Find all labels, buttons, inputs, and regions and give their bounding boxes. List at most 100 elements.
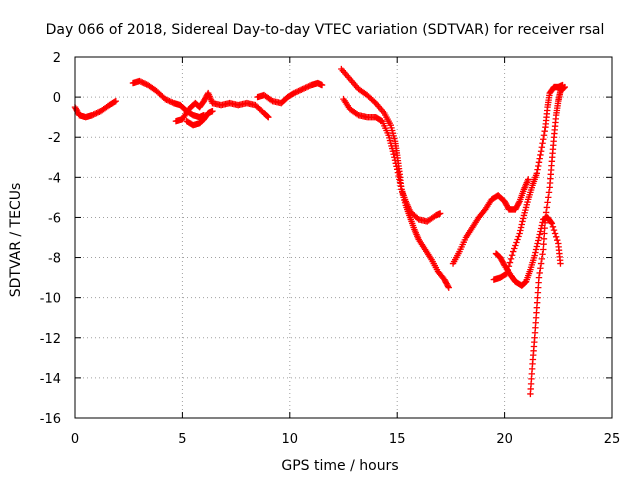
- data-point: [537, 228, 544, 235]
- data-point: [395, 172, 402, 180]
- data-point: [521, 279, 528, 287]
- data-point: [299, 85, 306, 93]
- data-point: [560, 85, 567, 92]
- data-point: [535, 159, 543, 166]
- data-point: [162, 95, 169, 103]
- data-point: [139, 79, 146, 86]
- data-point: [137, 78, 145, 85]
- data-point: [543, 204, 551, 211]
- data-point: [518, 221, 525, 228]
- data-point: [264, 113, 271, 120]
- data-point: [516, 230, 523, 237]
- y-tick-label: -8: [48, 252, 61, 267]
- y-tick-label: -4: [48, 171, 61, 186]
- data-point: [541, 128, 548, 135]
- data-point: [550, 226, 558, 234]
- data-point: [537, 151, 544, 159]
- data-point: [534, 166, 541, 173]
- series-6: [340, 95, 452, 291]
- data-point: [163, 96, 170, 103]
- data-point: [517, 227, 524, 234]
- data-point: [545, 189, 553, 196]
- data-point: [535, 237, 542, 244]
- data-point: [265, 113, 272, 121]
- data-point: [94, 109, 102, 116]
- data-point: [298, 86, 305, 93]
- data-point: [538, 255, 546, 263]
- data-point: [209, 107, 216, 115]
- data-point: [548, 220, 556, 227]
- y-axis-label: SDTVAR / TECUs: [8, 183, 24, 298]
- data-point: [164, 97, 172, 104]
- data-point: [540, 246, 547, 253]
- data-point: [513, 239, 520, 246]
- data-point: [371, 98, 378, 105]
- data-point: [541, 219, 549, 226]
- data-point: [502, 271, 509, 278]
- series-1: [129, 77, 208, 121]
- data-point: [539, 140, 546, 147]
- data-point: [541, 224, 548, 232]
- y-tick-label: -14: [40, 372, 61, 387]
- data-point: [394, 169, 402, 176]
- data-point: [525, 176, 532, 183]
- data-point: [507, 255, 515, 263]
- data-point: [554, 236, 561, 244]
- data-point: [549, 223, 557, 231]
- data-point: [552, 233, 560, 241]
- series-9: [490, 81, 566, 283]
- x-axis-label: GPS time / hours: [281, 458, 398, 474]
- data-point: [535, 162, 542, 170]
- data-point: [303, 83, 311, 91]
- data-point: [540, 235, 548, 243]
- data-point: [544, 199, 551, 206]
- chart-title: Day 066 of 2018, Sidereal Day-to-day VTE…: [46, 22, 605, 38]
- data-point: [536, 155, 543, 162]
- data-point: [531, 252, 538, 259]
- data-point: [166, 97, 173, 105]
- series-0: [71, 97, 120, 121]
- data-point: [353, 110, 361, 118]
- data-marks: [71, 65, 568, 398]
- y-tick-label: 2: [53, 51, 61, 66]
- data-point: [537, 260, 545, 267]
- x-tick-label: 25: [604, 432, 621, 447]
- data-point: [136, 77, 143, 85]
- data-point: [535, 274, 543, 281]
- series-10: [527, 83, 568, 398]
- data-point: [537, 148, 545, 155]
- data-point: [93, 109, 100, 117]
- data-point: [545, 194, 552, 201]
- data-point: [515, 199, 523, 206]
- x-tick-label: 10: [282, 432, 299, 447]
- data-point: [511, 245, 518, 252]
- data-point: [519, 218, 526, 225]
- y-tick-label: -6: [48, 211, 61, 226]
- x-tick-label: 0: [71, 432, 79, 447]
- data-point: [535, 234, 543, 241]
- data-point: [509, 248, 517, 255]
- data-point: [305, 83, 312, 90]
- data-point: [505, 263, 513, 270]
- data-point: [532, 246, 540, 253]
- data-point: [290, 89, 298, 97]
- data-point: [540, 240, 547, 248]
- data-point: [394, 166, 401, 173]
- data-point: [111, 98, 118, 105]
- data-point: [539, 251, 546, 258]
- data-point: [512, 242, 519, 249]
- data-point: [542, 209, 550, 216]
- data-point: [88, 111, 96, 119]
- y-tick-label: -12: [40, 332, 61, 347]
- data-point: [542, 214, 549, 221]
- data-point: [506, 259, 514, 266]
- data-point: [537, 265, 544, 272]
- data-point: [560, 84, 568, 91]
- data-point: [547, 219, 555, 226]
- data-point: [444, 283, 452, 290]
- data-point: [503, 270, 510, 277]
- data-point: [389, 148, 397, 155]
- data-point: [561, 83, 568, 91]
- data-point: [515, 233, 522, 240]
